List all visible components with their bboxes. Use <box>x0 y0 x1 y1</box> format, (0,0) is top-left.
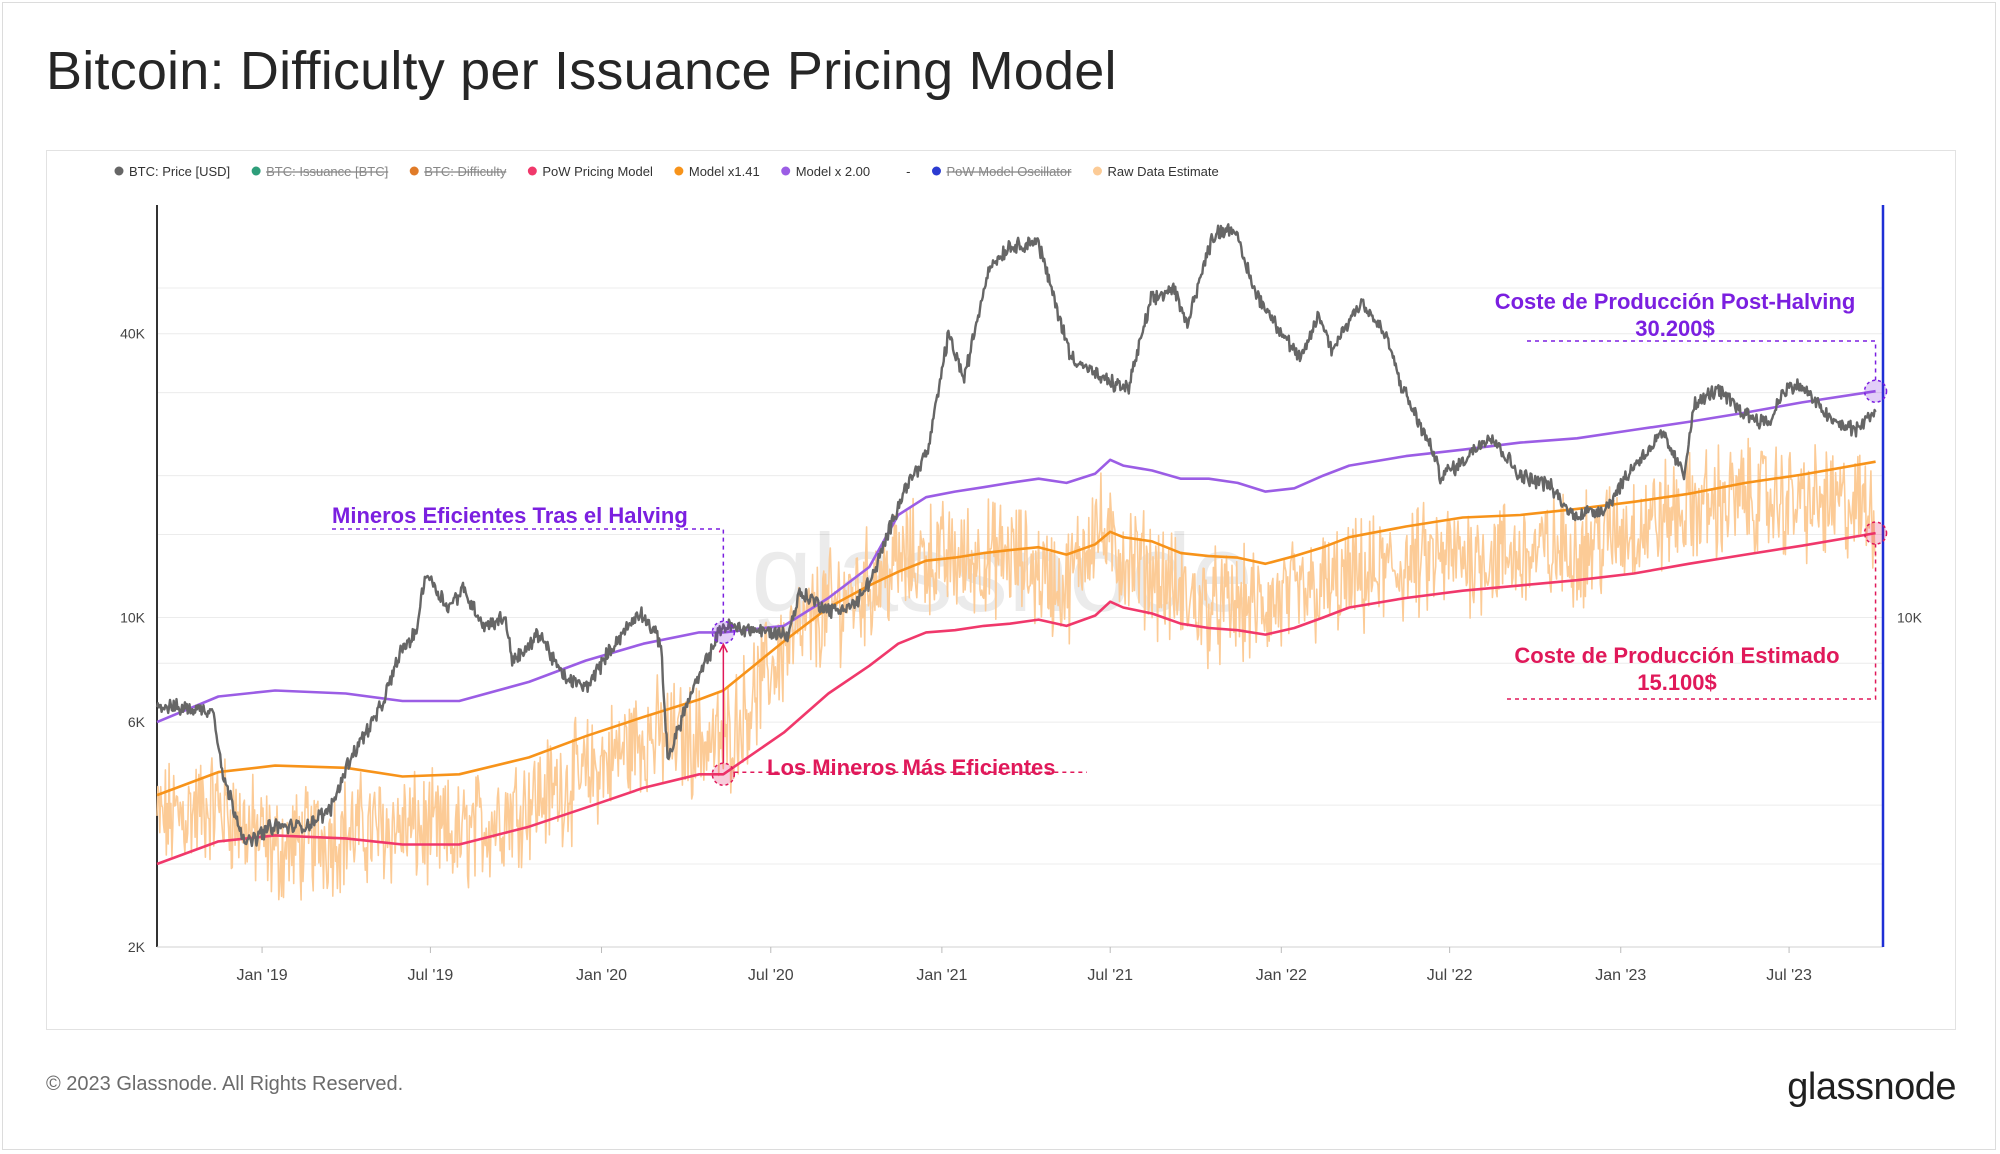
annotation-post-halving-marker <box>1863 379 1888 403</box>
legend-label: BTC: Issuance [BTC] <box>266 164 388 179</box>
legend-label: BTC: Price [USD] <box>129 164 230 179</box>
right-axis-label: 10K <box>1897 610 1923 626</box>
annotation-post-halving-label: Coste de Producción Post-Halving <box>1495 289 1856 314</box>
x-tick-label: Jan '23 <box>1595 967 1646 984</box>
annotation-post-halving-label: 30.200$ <box>1635 316 1715 341</box>
page-title: Bitcoin: Difficulty per Issuance Pricing… <box>46 41 1117 101</box>
annotation-efficient-halving-marker <box>711 620 736 645</box>
legend-item[interactable]: Model x1.41 <box>674 164 760 179</box>
y-tick-label: 40K <box>120 326 146 342</box>
annotation-post-halving-leader <box>1527 340 1877 381</box>
legend-item[interactable]: BTC: Issuance [BTC] <box>251 164 389 179</box>
legend-item[interactable]: BTC: Difficulty <box>409 164 507 179</box>
y-tick-label: 6K <box>128 714 146 730</box>
legend-marker <box>409 166 419 176</box>
legend-item[interactable]: Raw Data Estimate <box>1092 164 1219 179</box>
annotation-halving-gap-arrow <box>718 642 729 653</box>
legend-label: PoW Pricing Model <box>542 164 653 179</box>
x-tick-label: Jan '20 <box>576 967 627 984</box>
x-tick-label: Jan '22 <box>1256 967 1307 984</box>
legend-label: - <box>906 164 910 179</box>
x-tick-label: Jan '21 <box>916 967 967 984</box>
annotation-estimated-marker <box>1863 521 1888 545</box>
chart-container: glassnode 2K 6K 10K 40K 10K Jan '19 Jul '19 Jan … <box>46 150 1956 1030</box>
legend-item[interactable]: - <box>906 164 910 179</box>
series-line-raw-data-estimate <box>156 437 1877 901</box>
annotation-estimated-label: Coste de Producción Estimado <box>1514 643 1839 668</box>
series-line-btc-price-usd <box>155 223 1877 848</box>
legend-marker <box>527 166 537 176</box>
legend-item[interactable]: BTC: Price [USD] <box>114 164 231 179</box>
legend-marker <box>251 166 261 176</box>
legend-marker <box>1092 166 1102 176</box>
annotation-most-efficient-label: Los Mineros Más Eficientes <box>767 755 1056 780</box>
x-tick-label: Jul '20 <box>748 967 794 984</box>
x-tick-label: Jan '19 <box>237 967 288 984</box>
annotation-efficient-halving-leader <box>332 528 725 622</box>
y-tick-label: 2K <box>128 939 146 955</box>
legend-label: Raw Data Estimate <box>1107 164 1218 179</box>
legend-item[interactable]: PoW Model Oscillator <box>931 164 1072 179</box>
legend-marker <box>674 166 684 176</box>
x-tick-label: Jul '23 <box>1766 967 1812 984</box>
legend-marker <box>931 166 941 176</box>
series-line-pow-pricing-model <box>156 531 1876 866</box>
legend-item[interactable]: Model x 2.00 <box>781 164 870 179</box>
legend-item[interactable]: PoW Pricing Model <box>527 164 653 179</box>
legend-marker <box>114 166 124 176</box>
annotation-efficient-halving-label: Mineros Eficientes Tras el Halving <box>332 503 688 528</box>
annotation-estimated-leader <box>1507 544 1877 700</box>
annotation-estimated-label: 15.100$ <box>1637 670 1717 695</box>
legend-label: PoW Model Oscillator <box>946 164 1072 179</box>
legend-marker <box>781 166 791 176</box>
x-tick-label: Jul '19 <box>408 967 454 984</box>
x-tick-label: Jul '22 <box>1427 967 1473 984</box>
y-tick-label: 10K <box>120 610 146 626</box>
legend-label: BTC: Difficulty <box>424 164 507 179</box>
legend-label: Model x 2.00 <box>796 164 870 179</box>
legend-label: Model x1.41 <box>689 164 760 179</box>
glassnode-logo[interactable]: glassnode <box>1787 1066 1956 1108</box>
x-tick-label: Jul '21 <box>1087 967 1133 984</box>
series-line-model-x1-41 <box>156 460 1876 797</box>
annotation-most-efficient-marker <box>711 762 736 787</box>
copyright-text: © 2023 Glassnode. All Rights Reserved. <box>46 1073 404 1095</box>
